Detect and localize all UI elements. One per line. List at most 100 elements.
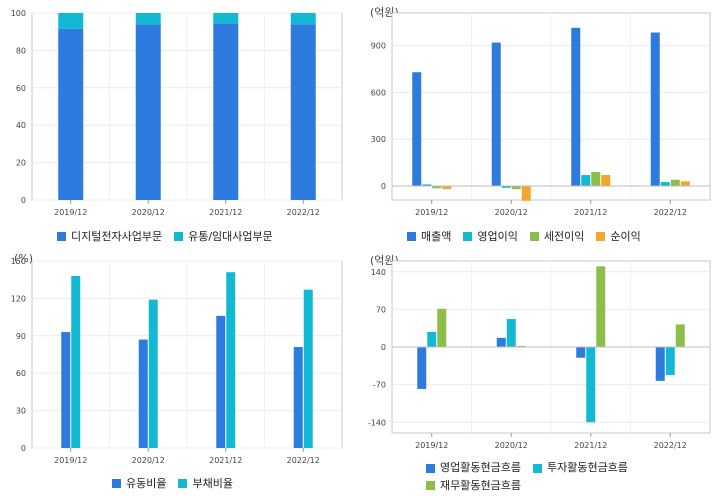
x-tick-label: 2022/12	[654, 441, 687, 450]
y-tick-label: 0	[381, 182, 386, 191]
bar	[61, 332, 71, 448]
y-tick-label: 40	[16, 121, 26, 130]
x-tick-label: 2022/12	[654, 208, 687, 217]
bar	[675, 324, 685, 347]
legend-item: 영업활동현금흐름	[426, 460, 521, 476]
bar	[71, 275, 81, 448]
legend-label: 영업이익	[477, 230, 518, 243]
y-tick-label: -140	[368, 418, 386, 427]
legend-label: 재무활동현금흐름	[440, 478, 521, 492]
legend-label: 매출액	[421, 230, 452, 243]
y-tick-label: 20	[16, 159, 26, 168]
y-tick-label: 900	[371, 42, 386, 51]
y-tick-label: 80	[16, 46, 26, 55]
y-tick-label: 600	[371, 88, 386, 97]
legend-label: 유동비율	[126, 477, 167, 490]
x-tick-label: 2022/12	[287, 456, 320, 465]
legend-item: 부채비율	[178, 475, 233, 491]
ratios-unit-label: (%)	[14, 252, 34, 265]
x-tick-label: 2021/12	[574, 208, 607, 217]
bar	[135, 24, 161, 200]
legend-item: 매출액	[407, 228, 451, 244]
legend-label: 투자활동현금흐름	[546, 461, 628, 474]
legend-label: 부채비율	[192, 477, 233, 490]
y-tick-label: -70	[373, 381, 386, 390]
y-tick-label: 300	[371, 135, 386, 144]
bar	[511, 185, 521, 190]
bar	[290, 24, 316, 200]
legend-swatch	[426, 481, 435, 490]
bar	[521, 185, 531, 201]
y-tick-label: 0	[21, 196, 26, 205]
bar	[412, 72, 422, 186]
bar	[680, 181, 690, 186]
bar	[422, 184, 432, 186]
legend-swatch	[463, 231, 473, 241]
bar	[427, 331, 437, 347]
bar	[591, 171, 601, 186]
x-tick-label: 2019/12	[54, 456, 87, 465]
legend-item: 유통/임대사업부문	[174, 228, 273, 244]
x-tick-label: 2022/12	[287, 208, 320, 217]
legend-label: 영업활동현금흐름	[440, 461, 521, 474]
legend-swatch	[532, 463, 542, 473]
segment-mix-chart: 0 20 40 60 80 100 2019/12 2020/12 2021/12 2022/12	[11, 9, 343, 217]
y-tick-label: 150	[11, 257, 26, 266]
bar	[660, 182, 670, 186]
x-tick-label: 2019/12	[415, 441, 448, 450]
ratios-chart: 0 30 60 90 120 150 2019/12 2020/12 2021/12 2022/1…	[11, 257, 343, 465]
legend-item: 투자활동현금흐름	[532, 460, 628, 476]
bar	[576, 347, 586, 358]
cashflow-panel: (억원) -140 -70 0 70 140 2019/12 2020/12 2021/12 2…	[360, 248, 720, 496]
y-tick-label: 0	[21, 444, 26, 453]
legend-label: 유통/임대사업부문	[188, 230, 273, 243]
bar	[58, 13, 84, 29]
bar	[226, 272, 236, 448]
bar	[213, 23, 239, 200]
x-tick-label: 2019/12	[54, 208, 87, 217]
bar	[581, 175, 591, 186]
legend-swatch	[407, 231, 416, 241]
legend-swatch	[112, 478, 121, 488]
bar	[491, 42, 501, 186]
bar	[655, 347, 665, 381]
segment-mix-legend: 디지털전자사업부문 유통/임대사업부문	[57, 228, 285, 244]
legend-swatch	[426, 463, 435, 473]
bar	[293, 347, 303, 448]
bar	[148, 299, 158, 448]
bar	[596, 266, 606, 347]
legend-label: 디지털전자사업부문	[71, 230, 163, 243]
income-legend: 매출액 영업이익 세전이익 순이익	[407, 228, 653, 244]
x-tick-label: 2021/12	[209, 456, 242, 465]
y-tick-label: 100	[11, 9, 26, 18]
legend-swatch	[57, 231, 66, 241]
bar	[290, 13, 316, 25]
bar	[586, 347, 596, 423]
legend-label: 세전이익	[543, 230, 585, 243]
x-tick-label: 2021/12	[209, 208, 242, 217]
bar	[437, 308, 447, 347]
legend-swatch	[529, 231, 539, 241]
legend-item: 재무활동현금흐름	[426, 478, 521, 494]
income-panel: (억원) 0 300 600 900 2019/12 2020/12 2021/12 2022…	[360, 0, 720, 248]
y-tick-label: 90	[16, 332, 26, 341]
bar	[303, 289, 313, 448]
bar	[670, 179, 680, 186]
bar	[135, 13, 161, 25]
legend-swatch	[596, 231, 606, 241]
x-tick-label: 2020/12	[132, 456, 165, 465]
cashflow-chart: -140 -70 0 70 140 2019/12 2020/12 2021/12 2022/1…	[368, 260, 711, 450]
y-tick-label: 30	[16, 407, 26, 416]
y-tick-label: 70	[376, 305, 386, 314]
bar	[417, 347, 427, 389]
bar	[516, 345, 526, 347]
legend-item: 세전이익	[529, 228, 585, 244]
bar	[506, 319, 516, 347]
y-tick-label: 60	[16, 369, 26, 378]
legend-label: 순이익	[610, 230, 641, 243]
income-chart: 0 300 600 900 2019/12 2020/12 2021/12 2022/12	[371, 12, 711, 217]
legend-item: 유동비율	[112, 475, 166, 491]
bar	[665, 347, 675, 375]
bar	[601, 175, 611, 186]
legend-item: 순이익	[596, 228, 641, 244]
